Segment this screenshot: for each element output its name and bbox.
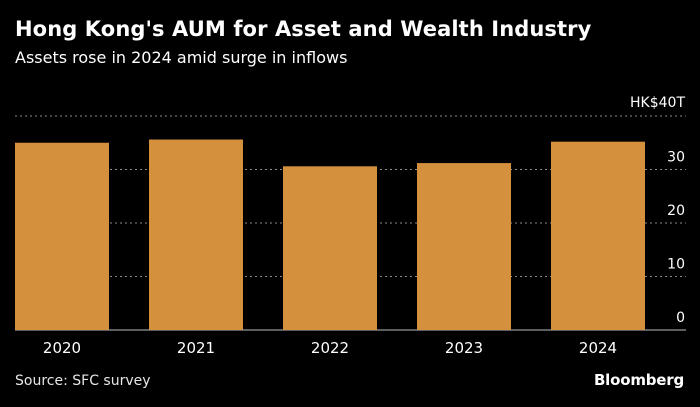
x-tick-label-2020: 2020 xyxy=(43,339,81,357)
x-axis-ticks: 2020 2021 2022 2023 2024 xyxy=(43,339,617,357)
x-tick-label-2023: 2023 xyxy=(445,339,483,357)
bloomberg-logo: Bloomberg xyxy=(593,371,684,389)
source-note: Source: SFC survey xyxy=(15,373,151,389)
bar-2021 xyxy=(149,139,243,330)
y-tick-label-30: 30 xyxy=(667,150,685,166)
chart-subtitle: Assets rose in 2024 amid surge in inflow… xyxy=(15,48,348,67)
y-tick-label-0: 0 xyxy=(676,310,685,326)
chart-title: Hong Kong's AUM for Asset and Wealth Ind… xyxy=(15,17,592,41)
bar-2022 xyxy=(283,166,377,330)
y-tick-label-40: HK$40T xyxy=(630,95,685,111)
x-tick-label-2022: 2022 xyxy=(311,339,349,357)
y-tick-label-20: 20 xyxy=(667,203,685,219)
bar-2023 xyxy=(417,163,511,330)
x-tick-label-2024: 2024 xyxy=(579,339,617,357)
x-tick-label-2021: 2021 xyxy=(177,339,215,357)
y-tick-label-10: 10 xyxy=(667,257,685,273)
bar-2020 xyxy=(15,142,109,330)
y-axis-ticks: 0 10 20 30 HK$40T xyxy=(630,95,685,326)
bar-2024 xyxy=(551,141,645,330)
bars xyxy=(15,139,645,330)
